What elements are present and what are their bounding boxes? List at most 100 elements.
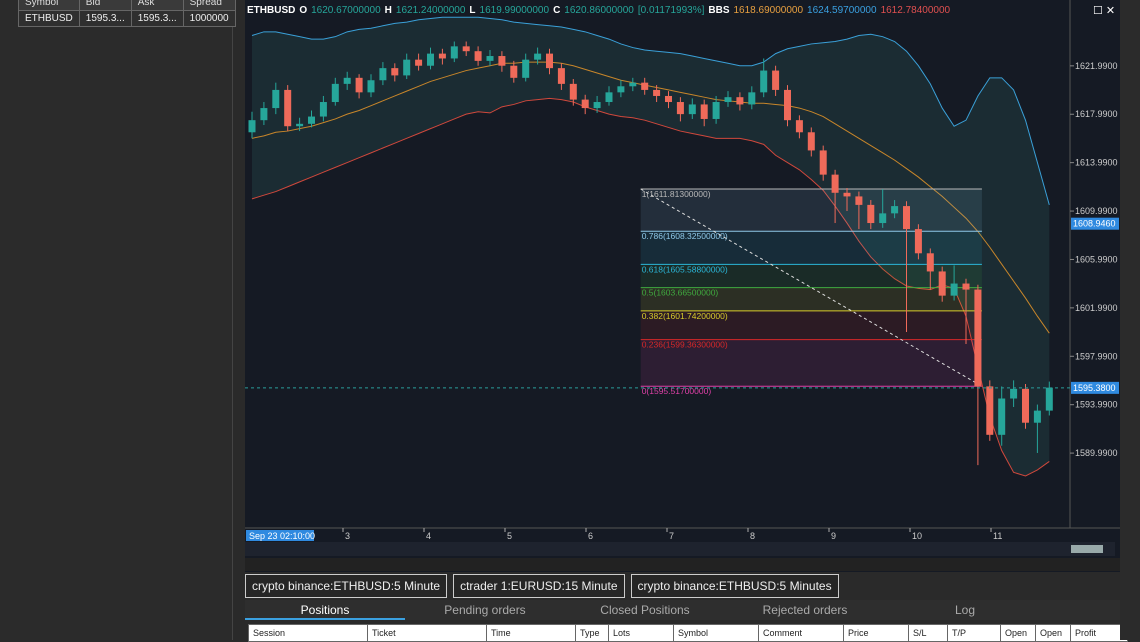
positions-table: Session Ticket Time Type Lots Symbol Comment Pr…: [248, 624, 1128, 642]
column-header[interactable]: Type: [575, 624, 609, 642]
column-header[interactable]: T/P: [947, 624, 1001, 642]
y-tick-label: 1609.9900: [1075, 206, 1118, 216]
cell[interactable]: 1595.3...: [130, 10, 184, 27]
candle-body: [867, 204, 875, 224]
y-tick-label: 1601.9900: [1075, 303, 1118, 313]
column-header[interactable]: Price: [843, 624, 909, 642]
column-header[interactable]: S/L: [908, 624, 948, 642]
ohlc-label: O: [299, 5, 308, 16]
candle-body: [760, 70, 768, 93]
candle-body: [260, 108, 268, 121]
fib-zone: [640, 231, 982, 265]
chart-tab[interactable]: crypto binance:ETHBUSD:5 Minute: [245, 574, 448, 598]
y-tick-label: 1593.9900: [1075, 400, 1118, 410]
indicator-value: 1612.78400000: [880, 5, 951, 16]
left-panel: Symbol Bid Ask Spread ETHBUSD 1595.3... 1595.3…: [0, 0, 236, 640]
time-label: 5: [507, 531, 512, 541]
time-label: 3: [345, 531, 350, 541]
ohlc-value: 1619.99000000: [479, 5, 550, 16]
panel-tab[interactable]: Positions: [245, 600, 405, 620]
indicator-value: 1618.69000000: [733, 5, 804, 16]
candle-body: [676, 102, 684, 115]
fib-label: 0(1595.51700000): [642, 386, 712, 396]
candle-body: [700, 104, 708, 119]
candle-body: [891, 206, 899, 214]
candle-body: [522, 59, 530, 78]
fib-zone: [640, 188, 982, 232]
indicator-value: 1624.59700000: [807, 5, 877, 16]
fib-zone: [640, 287, 982, 311]
candle-body: [510, 65, 518, 78]
candle-body: [926, 253, 934, 272]
candle-body: [343, 77, 351, 84]
y-tick-label: 1621.9900: [1075, 61, 1118, 71]
band-line: [251, 16, 1050, 206]
candle-body: [284, 89, 292, 127]
scrollbar[interactable]: [245, 542, 1115, 556]
candle-body: [795, 120, 803, 133]
right-strip: [1120, 0, 1140, 640]
candle-body: [641, 82, 649, 90]
column-header[interactable]: Lots: [608, 624, 674, 642]
fib-label: 0.5(1603.66500000): [642, 288, 719, 298]
candle-body: [355, 77, 363, 93]
candle-body: [712, 102, 720, 119]
candle-body: [653, 89, 661, 96]
column-header[interactable]: Open: [1035, 624, 1071, 642]
ohlc-label: H: [384, 5, 392, 16]
chart-tab[interactable]: crypto binance:ETHBUSD:5 Minutes: [630, 574, 839, 598]
panel-tab[interactable]: Closed Positions: [600, 603, 690, 617]
candle-body: [486, 56, 494, 61]
candle-body: [569, 83, 577, 100]
candle-body: [403, 59, 411, 76]
column-header[interactable]: Profit: [1070, 624, 1128, 642]
candle-body: [831, 174, 839, 193]
cell[interactable]: ETHBUSD: [18, 10, 80, 27]
candle-body: [331, 83, 339, 103]
column-header: Spread: [182, 0, 236, 11]
candle-body: [950, 283, 958, 296]
column-header[interactable]: Time: [486, 624, 576, 642]
candle-body: [462, 46, 470, 52]
cell[interactable]: 1000000: [182, 10, 236, 27]
candle-body: [605, 92, 613, 103]
candle-body: [1010, 388, 1018, 399]
candle-body: [879, 213, 887, 224]
candle-body: [629, 82, 637, 87]
window-buttons[interactable]: ☐ ✕: [1093, 5, 1116, 17]
candle-body: [1033, 410, 1041, 423]
candle-body: [450, 46, 458, 59]
candle-body: [319, 102, 327, 117]
panel-tab[interactable]: Pending orders: [444, 603, 526, 617]
panel-tab[interactable]: Rejected orders: [762, 603, 848, 617]
candle-body: [772, 70, 780, 90]
y-tick-label: 1605.9900: [1075, 254, 1118, 264]
market-watch: Symbol Bid Ask Spread ETHBUSD 1595.3... 1595.3…: [18, 0, 236, 27]
candle-body: [688, 104, 696, 115]
fib-label: 0.382(1601.74200000): [642, 311, 728, 321]
candle-body: [308, 116, 315, 124]
panel-tab[interactable]: Log: [954, 603, 976, 617]
time-marker: [246, 530, 314, 541]
candle-body: [438, 53, 446, 59]
column-header[interactable]: Open: [1000, 624, 1036, 642]
band-fill: [252, 17, 1050, 476]
candle-body: [272, 89, 280, 109]
candle-body: [998, 398, 1006, 435]
cell[interactable]: 1595.3...: [78, 10, 132, 27]
scroll-thumb[interactable]: [1071, 545, 1103, 553]
candle-body: [986, 386, 994, 435]
symbol: ETHBUSD: [247, 5, 296, 16]
candle-body: [593, 102, 601, 109]
scrollbar[interactable]: [245, 558, 1120, 571]
column-header[interactable]: Ticket: [367, 624, 487, 642]
chart-tab[interactable]: ctrader 1:EURUSD:15 Minute: [453, 574, 625, 598]
column-header[interactable]: Symbol: [673, 624, 759, 642]
candle-body: [391, 68, 399, 76]
column-header[interactable]: Session: [248, 624, 368, 642]
candle-body: [819, 150, 827, 175]
column-header[interactable]: Comment: [758, 624, 844, 642]
ohlc-value: 1620.67000000: [311, 5, 381, 16]
candle-body: [843, 192, 851, 197]
